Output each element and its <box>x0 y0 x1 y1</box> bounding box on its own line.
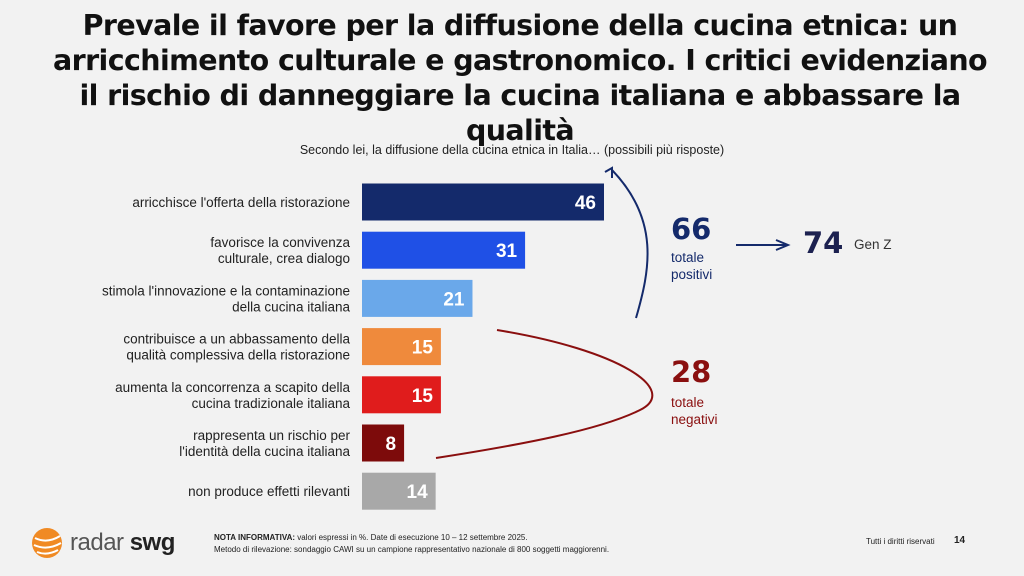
genz-arrow <box>736 239 791 251</box>
bar <box>362 376 441 414</box>
logo-globe-icon <box>32 528 62 558</box>
method-text: Metodo di rilevazione: sondaggio CAWI su… <box>214 545 610 554</box>
bar <box>362 279 473 317</box>
bar-value-label: 46 <box>575 193 596 214</box>
bar-value-label: 21 <box>443 289 465 310</box>
genz-label: Gen Z <box>854 237 892 252</box>
radar-swg-logo: radar swg <box>30 526 175 560</box>
positive-total: 66 <box>671 212 711 246</box>
bar-value-label: 15 <box>412 386 434 407</box>
bar-value-label: 8 <box>386 434 397 455</box>
positive-label-1: totale <box>671 250 704 265</box>
bar <box>362 231 526 269</box>
footer-note: NOTA INFORMATIVA: valori espressi in %. … <box>214 532 609 556</box>
note-heading: NOTA INFORMATIVA: <box>214 533 296 542</box>
genz-value: 74 <box>803 226 843 260</box>
bar <box>362 183 604 221</box>
category-label: cucina tradizionale italiana <box>192 396 351 411</box>
category-label: aumenta la concorrenza a scapito della <box>115 380 350 395</box>
page-number: 14 <box>954 535 966 546</box>
positive-bracket-arrowhead <box>604 166 613 178</box>
bar <box>362 472 436 510</box>
category-label: contribuisce a un abbassamento della <box>123 332 350 347</box>
category-label: stimola l'innovazione e la contaminazion… <box>102 283 350 298</box>
note-text: valori espressi in %. Date di esecuzione… <box>295 533 528 542</box>
logo-text-swg: swg <box>129 529 176 556</box>
positive-label-2: positivi <box>671 267 712 282</box>
category-label: l'identità della cucina italiana <box>179 444 350 459</box>
negative-label-2: negativi <box>671 412 718 427</box>
negative-bracket <box>435 329 654 459</box>
category-label: qualità complessiva della ristorazione <box>126 348 350 363</box>
logo-text-radar: radar <box>70 529 124 556</box>
positive-bracket <box>611 169 649 319</box>
category-label: della cucina italiana <box>232 299 350 314</box>
bar-value-label: 14 <box>407 482 429 503</box>
bar-value-label: 31 <box>496 241 518 262</box>
rights-text: Tutti i diritti riservati <box>866 537 935 546</box>
bar-value-label: 15 <box>412 338 434 359</box>
category-label: culturale, crea dialogo <box>218 251 350 266</box>
category-label: non produce effetti rilevanti <box>188 484 350 499</box>
category-label: favorisce la convivenza <box>210 235 350 250</box>
bar <box>362 424 405 462</box>
page-title: Prevale il favore per la diffusione dell… <box>52 9 988 147</box>
negative-label-1: totale <box>671 395 704 410</box>
negative-total: 28 <box>671 355 711 389</box>
chart-subtitle: Secondo lei, la diffusione della cucina … <box>299 143 725 157</box>
category-label: rappresenta un rischio per <box>193 428 350 443</box>
bar <box>362 328 441 366</box>
category-label: arricchisce l'offerta della ristorazione <box>132 195 350 210</box>
